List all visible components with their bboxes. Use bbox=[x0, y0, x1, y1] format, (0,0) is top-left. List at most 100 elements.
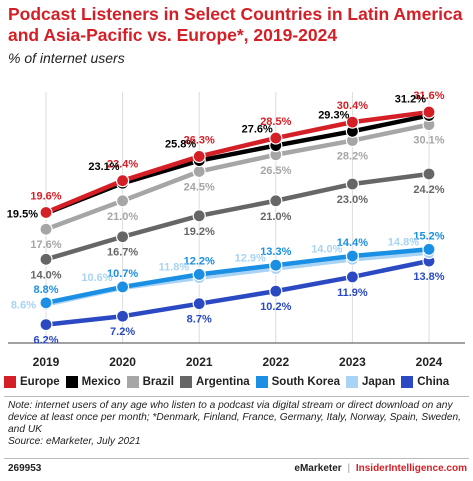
data-label-mexico: 31.2% bbox=[395, 93, 426, 105]
data-label-argentina: 21.0% bbox=[260, 211, 291, 223]
data-point-europe bbox=[269, 131, 283, 145]
data-point-china bbox=[39, 317, 53, 332]
data-label-south-korea: 12.2% bbox=[184, 255, 215, 267]
data-label-brazil: 28.2% bbox=[337, 151, 368, 163]
legend-item-south-korea: South Korea bbox=[255, 376, 340, 388]
data-label-south-korea: 14.4% bbox=[337, 237, 368, 249]
series-line-south-korea bbox=[45, 247, 430, 306]
x-tick-label: 2022 bbox=[262, 355, 289, 369]
chart-id: 269953 bbox=[8, 463, 42, 474]
data-label-brazil: 30.1% bbox=[413, 135, 444, 147]
legend-item-brazil: Brazil bbox=[126, 376, 174, 388]
data-label-europe: 28.5% bbox=[260, 116, 291, 128]
bottom-divider bbox=[4, 458, 469, 459]
data-point-south-korea bbox=[269, 258, 283, 272]
x-tick-label: 2020 bbox=[109, 355, 136, 369]
data-label-japan: 12.9% bbox=[235, 253, 266, 265]
top-divider bbox=[4, 396, 469, 397]
x-tick-label: 2021 bbox=[186, 355, 213, 369]
legend-swatch bbox=[255, 376, 268, 388]
data-label-china: 8.7% bbox=[187, 314, 212, 326]
legend-item-china: China bbox=[401, 376, 449, 388]
legend-label: Brazil bbox=[142, 376, 174, 388]
legend-item-argentina: Argentina bbox=[179, 376, 250, 388]
legend-item-europe: Europe bbox=[4, 376, 60, 388]
data-label-china: 13.8% bbox=[413, 271, 444, 283]
data-label-japan: 11.8% bbox=[159, 262, 190, 274]
data-label-argentina: 19.2% bbox=[184, 226, 215, 238]
data-label-europe: 19.6% bbox=[30, 190, 61, 202]
data-label-argentina: 23.0% bbox=[337, 194, 368, 206]
data-label-south-korea: 13.3% bbox=[260, 246, 291, 258]
data-point-europe bbox=[115, 174, 130, 188]
series-line-china bbox=[45, 258, 430, 327]
data-point-argentina bbox=[269, 194, 283, 208]
data-point-argentina bbox=[115, 230, 130, 244]
legend-label: Japan bbox=[362, 376, 396, 388]
data-label-china: 10.2% bbox=[260, 301, 291, 313]
data-point-south-korea bbox=[422, 242, 436, 256]
data-point-china bbox=[192, 297, 206, 311]
data-label-europe: 23.4% bbox=[107, 159, 138, 171]
chart-title: Podcast Listeners in Select Countries in… bbox=[8, 4, 463, 45]
data-label-china: 7.2% bbox=[110, 326, 135, 338]
data-point-china bbox=[115, 309, 130, 323]
data-label-mexico: 25.8% bbox=[165, 139, 196, 151]
footer: eMarketer | InsiderIntelligence.com bbox=[294, 463, 467, 474]
data-label-argentina: 14.0% bbox=[30, 269, 61, 281]
data-label-mexico: 23.1% bbox=[88, 161, 119, 173]
data-point-europe bbox=[422, 105, 436, 119]
data-point-argentina bbox=[422, 167, 436, 181]
chart-subtitle: % of internet users bbox=[8, 50, 125, 66]
data-label-japan: 10.6% bbox=[81, 272, 112, 284]
legend-label: Argentina bbox=[195, 376, 250, 388]
legend-swatch bbox=[4, 376, 16, 388]
data-point-europe bbox=[39, 205, 53, 220]
legend-label: China bbox=[417, 376, 450, 388]
data-label-mexico: 19.5% bbox=[7, 208, 38, 220]
data-point-south-korea bbox=[345, 249, 359, 263]
chart-legend: Europe Mexico Brazil Argentina South Korea Ja… bbox=[4, 376, 473, 388]
legend-item-mexico: Mexico bbox=[65, 376, 121, 388]
data-label-europe: 26.3% bbox=[184, 134, 215, 146]
source-text: Source: eMarketer, July 2021 bbox=[8, 436, 141, 447]
legend-label: Europe bbox=[20, 376, 60, 388]
data-label-mexico: 27.6% bbox=[242, 124, 273, 136]
chart-note: Note: internet users of any age who list… bbox=[8, 400, 470, 448]
data-point-argentina bbox=[345, 177, 359, 191]
x-tick-label: 2024 bbox=[416, 355, 443, 369]
x-tick-label: 2019 bbox=[33, 355, 60, 369]
data-label-south-korea: 8.8% bbox=[33, 284, 58, 296]
legend-swatch bbox=[179, 376, 192, 388]
data-point-china bbox=[269, 284, 283, 298]
legend-swatch bbox=[346, 376, 358, 388]
data-point-south-korea bbox=[192, 267, 206, 281]
x-tick-label: 2023 bbox=[339, 355, 366, 369]
data-point-south-korea bbox=[115, 280, 130, 294]
data-point-brazil bbox=[39, 222, 53, 236]
legend-swatch bbox=[126, 376, 139, 388]
data-label-brazil: 17.6% bbox=[30, 239, 61, 251]
data-point-europe bbox=[345, 115, 359, 129]
data-point-brazil bbox=[192, 164, 206, 179]
legend-swatch bbox=[65, 376, 78, 388]
legend-label: Mexico bbox=[81, 376, 121, 388]
data-label-argentina: 16.7% bbox=[107, 247, 138, 259]
series-line-brazil bbox=[45, 122, 430, 232]
data-label-south-korea: 15.2% bbox=[413, 230, 444, 242]
legend-swatch bbox=[401, 376, 414, 388]
data-label-japan: 8.6% bbox=[11, 300, 36, 312]
data-point-china bbox=[345, 270, 359, 284]
line-chart: 2019 2020 2021 2022 2023 202419.6%23.4%26.3%2… bbox=[7, 90, 465, 369]
data-label-argentina: 24.2% bbox=[413, 184, 444, 196]
data-label-china: 11.9% bbox=[337, 287, 368, 299]
data-label-europe: 31.6% bbox=[413, 90, 444, 102]
data-point-argentina bbox=[39, 252, 53, 266]
data-label-south-korea: 10.7% bbox=[107, 268, 138, 280]
footer-separator: | bbox=[347, 463, 351, 474]
data-label-china: 6.2% bbox=[33, 335, 58, 347]
footer-site-link[interactable]: InsiderIntelligence.com bbox=[355, 463, 467, 474]
data-label-mexico: 29.3% bbox=[318, 109, 349, 121]
legend-label: South Korea bbox=[271, 376, 340, 388]
data-point-argentina bbox=[192, 209, 206, 223]
